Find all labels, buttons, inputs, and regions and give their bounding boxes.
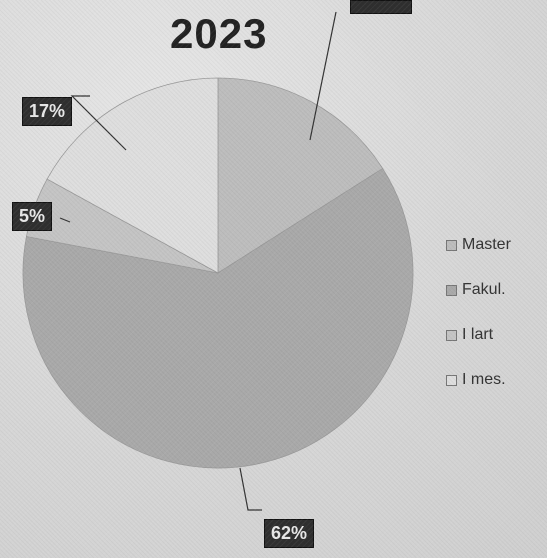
leader-line-master: [309, 11, 337, 141]
legend-label: Master: [462, 236, 511, 253]
data-label-master: [350, 0, 412, 14]
data-label-imes: 17%: [22, 97, 73, 126]
legend-label: I lart: [462, 326, 494, 343]
pie-slice-fakul: [22, 167, 414, 469]
legend-swatch-ilart: [446, 329, 457, 341]
leader-line-fakul: [239, 467, 262, 511]
legend-label: Fakul.: [462, 281, 506, 298]
data-label-ilart: 5%: [12, 202, 53, 231]
legend-swatch-imes: [446, 374, 457, 386]
chart-title: 2023: [170, 10, 268, 57]
pie-slice-master: [217, 77, 384, 274]
pie-slice-imes: [46, 77, 219, 274]
legend-item-imes: I mes.: [446, 371, 511, 389]
data-label-fakul: 62%: [264, 519, 315, 548]
leader-line-imes: [70, 95, 127, 151]
legend-item-fakul: Fakul.: [446, 281, 511, 299]
legend-item-master: Master: [446, 236, 511, 254]
legend-swatch-master: [446, 239, 457, 251]
leader-line-ilart: [59, 217, 71, 223]
chart-legend: Master Fakul. I lart I mes.: [446, 236, 511, 416]
legend-item-ilart: I lart: [446, 326, 511, 344]
legend-swatch-fakul: [446, 284, 457, 296]
legend-label: I mes.: [462, 371, 506, 388]
